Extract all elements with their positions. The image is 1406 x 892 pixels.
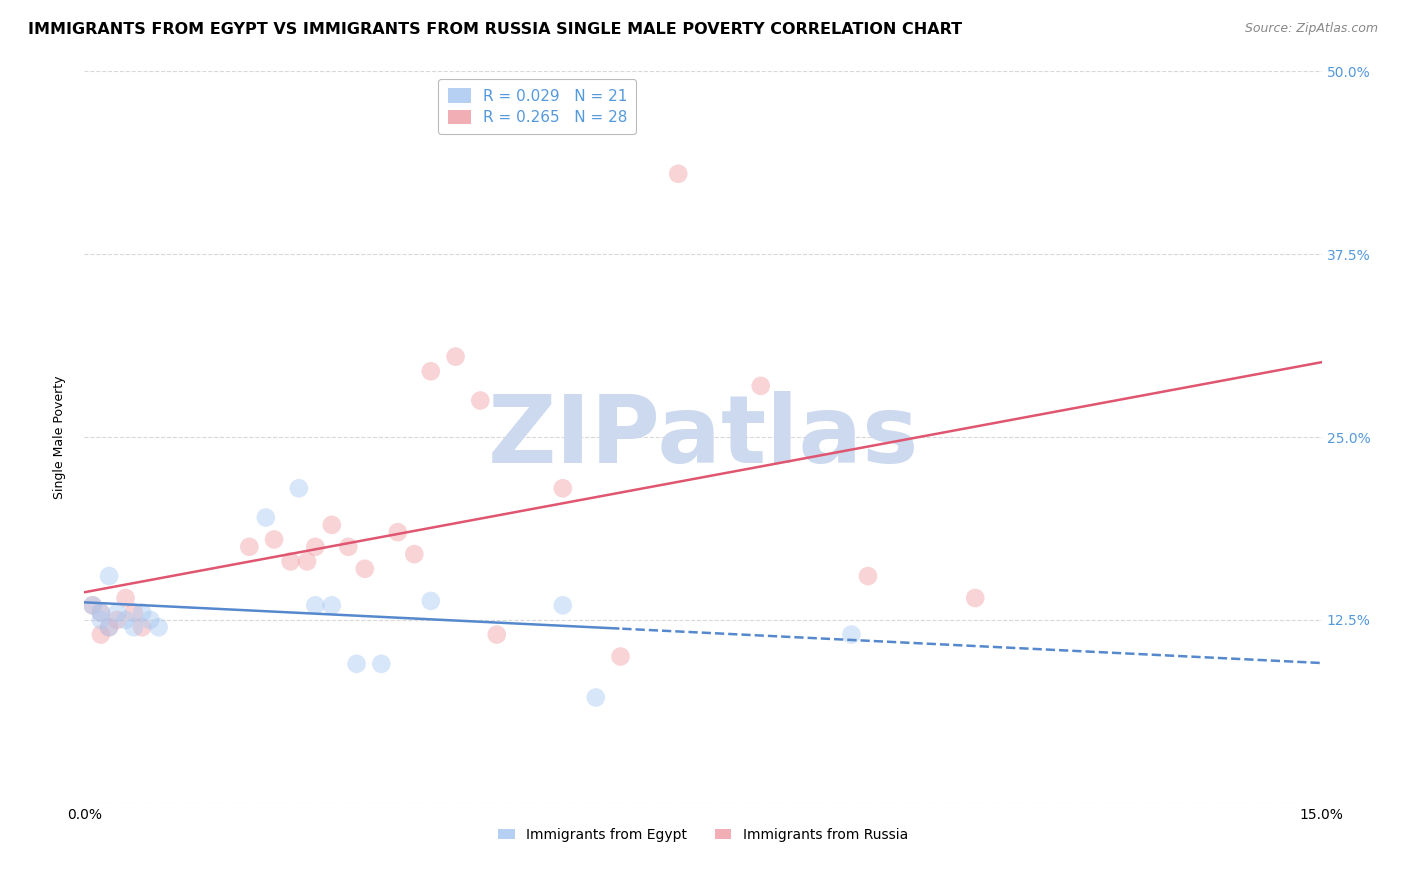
Point (609, 649, 631, 664)
Point (551, 599, 574, 613)
Point (105, 606, 128, 620)
Point (90, 627, 112, 641)
Point (122, 606, 145, 620)
Point (404, 547, 426, 561)
Point (485, 627, 508, 641)
Point (965, 591, 987, 605)
Point (114, 613, 136, 627)
Point (139, 613, 162, 627)
Point (148, 620, 170, 634)
Point (856, 569, 879, 583)
Point (419, 364, 441, 378)
Point (98, 620, 121, 634)
Point (841, 627, 863, 641)
Text: IMMIGRANTS FROM EGYPT VS IMMIGRANTS FROM RUSSIA SINGLE MALE POVERTY CORRELATION : IMMIGRANTS FROM EGYPT VS IMMIGRANTS FROM… (28, 22, 962, 37)
Point (585, 690, 607, 705)
Point (254, 510, 277, 524)
Point (82, 599, 104, 613)
Point (295, 554, 318, 568)
Point (263, 533, 285, 547)
Text: Source: ZipAtlas.com: Source: ZipAtlas.com (1244, 22, 1378, 36)
Point (98, 620, 121, 634)
Point (321, 517, 343, 532)
Point (105, 613, 128, 627)
Point (131, 606, 153, 620)
Y-axis label: Single Male Poverty: Single Male Poverty (52, 376, 66, 499)
Point (304, 599, 326, 613)
Point (444, 350, 467, 364)
Point (238, 540, 260, 554)
Point (666, 167, 689, 181)
Point (90, 606, 112, 620)
Point (353, 562, 375, 576)
Point (280, 554, 302, 568)
Point (321, 599, 343, 613)
Point (98, 569, 121, 583)
Point (419, 594, 441, 608)
Point (122, 620, 145, 634)
Legend: Immigrants from Egypt, Immigrants from Russia: Immigrants from Egypt, Immigrants from R… (492, 822, 914, 847)
Point (346, 657, 368, 671)
Point (90, 606, 112, 620)
Point (114, 591, 136, 605)
Point (131, 620, 153, 634)
Point (90, 613, 112, 627)
Point (337, 540, 360, 554)
Point (551, 481, 574, 495)
Point (82, 599, 104, 613)
Point (370, 657, 392, 671)
Text: ZIPatlas: ZIPatlas (488, 391, 918, 483)
Point (304, 540, 326, 554)
Point (288, 481, 311, 495)
Point (749, 379, 772, 393)
Point (470, 393, 492, 408)
Point (387, 525, 409, 540)
